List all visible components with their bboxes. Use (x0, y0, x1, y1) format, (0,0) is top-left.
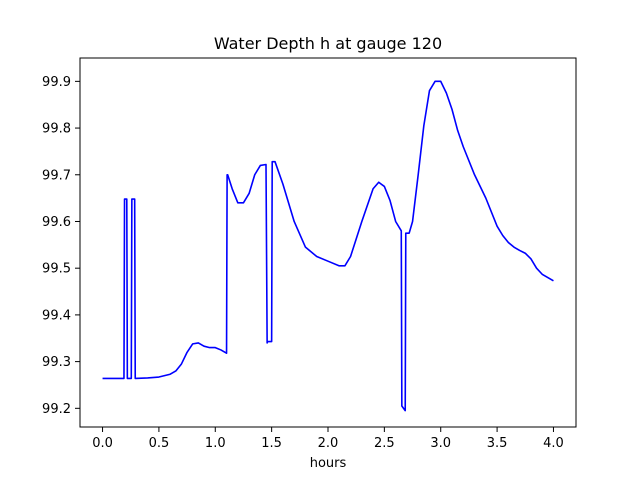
x-axis: 0.0 0.5 1.0 1.5 2.0 2.5 3.0 3.5 4.0 (92, 427, 564, 451)
y-tick-label: 99.8 (42, 122, 71, 137)
y-tick-label: 99.3 (42, 355, 71, 370)
x-tick-label: 2.0 (318, 436, 339, 451)
x-tick-label: 1.0 (205, 436, 226, 451)
y-tick-label: 99.2 (42, 402, 71, 417)
y-tick-label: 99.4 (42, 308, 71, 323)
x-tick-label: 4.0 (543, 436, 564, 451)
x-tick-label: 3.5 (487, 436, 508, 451)
y-tick-label: 99.9 (42, 75, 71, 90)
x-tick-label: 0.5 (149, 436, 170, 451)
y-tick-label: 99.7 (42, 168, 71, 183)
y-tick-label: 99.6 (42, 215, 71, 230)
chart-title: Water Depth h at gauge 120 (214, 34, 442, 53)
y-axis: 99.2 99.3 99.4 99.5 99.6 99.7 99.8 99.9 (42, 75, 80, 417)
plot-frame (79, 57, 577, 428)
x-tick-label: 1.5 (261, 436, 282, 451)
y-tick-label: 99.5 (42, 262, 71, 277)
x-axis-label: hours (310, 456, 347, 471)
series-line-water-depth (102, 80, 554, 412)
x-tick-label: 3.0 (430, 436, 451, 451)
x-tick-label: 0.0 (92, 436, 113, 451)
x-tick-label: 2.5 (374, 436, 395, 451)
